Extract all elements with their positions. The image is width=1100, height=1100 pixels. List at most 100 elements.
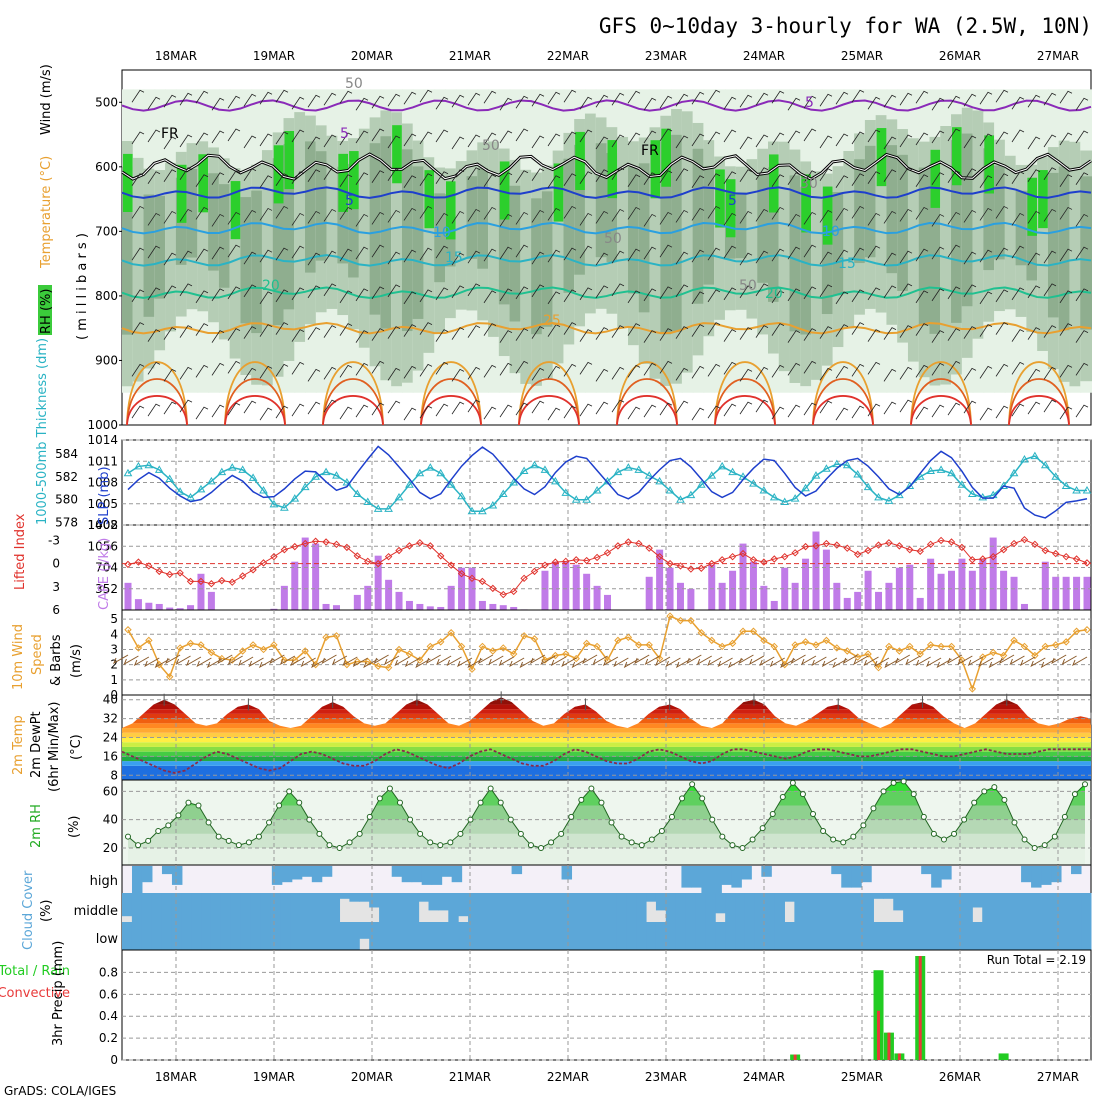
data-point bbox=[186, 492, 195, 501]
rh-point bbox=[799, 791, 806, 798]
rh-shade-green bbox=[930, 149, 941, 208]
wind-barb bbox=[227, 211, 241, 225]
wind-barb bbox=[467, 92, 481, 106]
wind-barb bbox=[835, 91, 849, 105]
wind-barb bbox=[323, 92, 337, 106]
wind-barb bbox=[275, 289, 289, 303]
lifted-point bbox=[780, 552, 789, 561]
wind-barb bbox=[451, 285, 465, 299]
wind-barb bbox=[131, 247, 145, 261]
surface-wind-barb bbox=[488, 655, 504, 666]
surface-wind-barb bbox=[529, 654, 546, 665]
wind-barb bbox=[499, 97, 513, 111]
rh-point bbox=[135, 842, 142, 849]
wind-barb bbox=[387, 209, 401, 223]
wind-barb bbox=[355, 404, 369, 418]
cloud-cell-low bbox=[191, 922, 202, 950]
wind-barb bbox=[531, 400, 545, 414]
rh-shade-mid bbox=[843, 150, 856, 329]
data-point bbox=[1082, 486, 1092, 494]
lifted-point bbox=[937, 536, 945, 545]
chart-title: GFS 0~10day 3-hourly for WA (2.5W, 10N) bbox=[599, 14, 1092, 38]
isotherm-15 bbox=[121, 254, 1092, 267]
wind-barb bbox=[691, 291, 705, 305]
temp-tick-label: 8 bbox=[110, 768, 118, 782]
lifted-point bbox=[947, 538, 956, 546]
lifted-point bbox=[259, 559, 268, 567]
warm-loop bbox=[322, 395, 384, 426]
wind-barb bbox=[323, 208, 337, 222]
lifted-point bbox=[426, 542, 435, 550]
wind-barb bbox=[899, 167, 913, 180]
data-point bbox=[196, 484, 206, 493]
cloud-cell-middle bbox=[201, 893, 212, 922]
rh-shade-dark bbox=[692, 148, 705, 304]
lifted-point bbox=[238, 572, 247, 580]
wind-tick-label: 3 bbox=[110, 642, 118, 656]
cape-bar bbox=[708, 564, 716, 610]
rh-point bbox=[699, 795, 706, 802]
cloud-cell-high bbox=[281, 866, 293, 883]
rh-point bbox=[749, 836, 756, 843]
wind-barb bbox=[819, 367, 833, 381]
wind-barb bbox=[979, 407, 993, 421]
cloud-cell-low bbox=[497, 922, 509, 950]
wind-barb bbox=[499, 404, 513, 418]
lifted-point bbox=[1062, 552, 1070, 561]
cape-bar bbox=[760, 585, 768, 610]
wind-barb bbox=[355, 362, 369, 376]
wind-barb bbox=[1043, 283, 1057, 297]
wind-barb bbox=[419, 89, 433, 103]
cloud-cell-low bbox=[883, 922, 894, 950]
thickness-tick-label: 582 bbox=[55, 470, 78, 484]
cape-bar bbox=[729, 570, 737, 610]
isotherm-minus5 bbox=[121, 99, 1092, 112]
rh-point bbox=[326, 842, 333, 849]
rh-point bbox=[296, 799, 303, 806]
lifted-point bbox=[301, 539, 309, 548]
wind-barb bbox=[419, 289, 433, 303]
cloud-cell-middle bbox=[151, 893, 163, 922]
rh-point bbox=[618, 833, 625, 840]
lifted-point bbox=[655, 552, 664, 561]
cape-bar bbox=[1062, 576, 1070, 610]
wind-barb bbox=[723, 129, 737, 143]
rh-shade-mid bbox=[1037, 157, 1049, 351]
rh-shade-dark bbox=[961, 133, 974, 307]
wind-barb bbox=[131, 205, 145, 219]
cloud-cell-middle bbox=[477, 893, 489, 922]
wind-barb bbox=[643, 246, 657, 260]
lifted-point bbox=[364, 557, 372, 566]
date-label-bottom: 22MAR bbox=[547, 1070, 589, 1084]
wind-barb bbox=[1075, 246, 1089, 260]
wind-barb bbox=[323, 366, 337, 380]
precip-convective-bar bbox=[918, 956, 922, 1060]
data-point bbox=[259, 645, 268, 654]
cloud-cell-middle bbox=[398, 893, 410, 922]
wind-barb bbox=[563, 322, 577, 335]
lifted-tick-label: 0 bbox=[52, 557, 60, 571]
rh2m-axis-label: 2m RH (%) bbox=[29, 804, 82, 848]
data-point bbox=[874, 492, 883, 501]
cloud-cell-middle bbox=[171, 893, 182, 922]
surface-wind-barb bbox=[206, 658, 223, 669]
surface-wind-barb bbox=[404, 657, 421, 668]
wind-barb bbox=[531, 251, 545, 265]
wind-barb bbox=[675, 326, 689, 339]
wind-barb bbox=[899, 92, 913, 106]
wind-barb bbox=[547, 324, 561, 337]
surface-wind-barb bbox=[863, 656, 879, 667]
data-point bbox=[551, 476, 560, 485]
wind-barb bbox=[1059, 323, 1073, 336]
wind-barb bbox=[995, 247, 1009, 261]
wind-barb bbox=[163, 94, 177, 108]
lifted-point bbox=[165, 570, 174, 579]
cloud-cell-low bbox=[507, 922, 519, 950]
upper-air-axis-label: RH (%) Temperature (°C) Wind (m/s) ( m i… bbox=[38, 64, 90, 340]
data-point bbox=[321, 467, 331, 476]
wind-barb bbox=[723, 171, 737, 184]
data-point bbox=[832, 459, 842, 468]
rh-point bbox=[729, 842, 736, 849]
cloud-cell-middle bbox=[131, 893, 143, 922]
wind-barb bbox=[291, 361, 305, 375]
